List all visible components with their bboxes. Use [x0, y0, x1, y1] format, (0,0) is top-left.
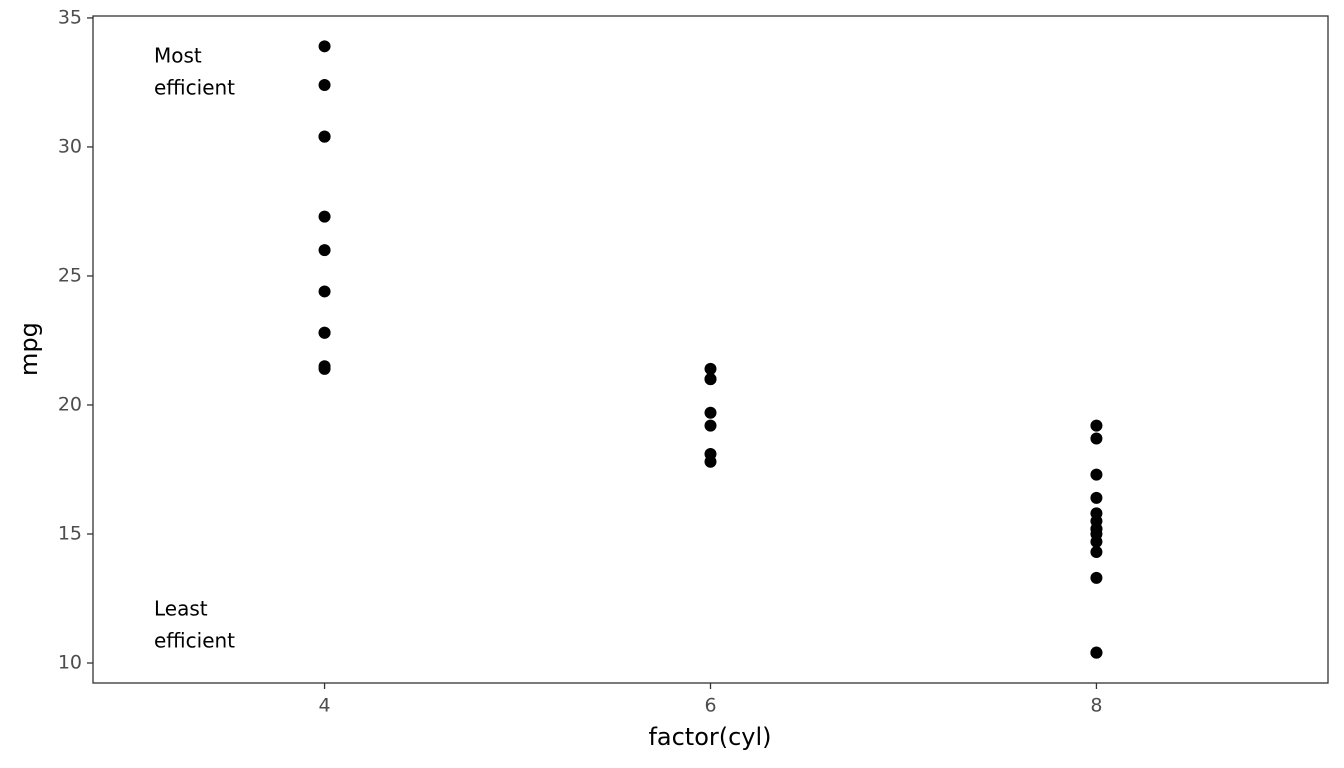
- point: [704, 455, 717, 468]
- point: [1090, 432, 1103, 445]
- point: [1090, 546, 1103, 559]
- point: [1090, 527, 1103, 540]
- point: [1090, 571, 1103, 584]
- x-tick-label: 8: [1090, 695, 1102, 717]
- point: [1090, 507, 1103, 520]
- point: [1090, 491, 1103, 504]
- point: [1090, 468, 1103, 481]
- x-axis-title: factor(cyl): [648, 723, 771, 751]
- point: [318, 40, 331, 53]
- annotation: Most: [154, 44, 202, 68]
- y-tick-label: 20: [58, 393, 82, 415]
- annotation: Least: [154, 597, 208, 621]
- point: [318, 79, 331, 92]
- y-tick-label: 30: [58, 135, 82, 157]
- annotation: efficient: [154, 629, 235, 653]
- y-tick-label: 35: [58, 6, 82, 28]
- x-tick-label: 4: [319, 695, 331, 717]
- point: [318, 244, 331, 257]
- point: [1090, 646, 1103, 659]
- point: [704, 373, 717, 386]
- point: [704, 419, 717, 432]
- point: [1090, 419, 1103, 432]
- point: [318, 362, 331, 375]
- point: [318, 130, 331, 143]
- x-tick-label: 6: [704, 695, 716, 717]
- y-tick-label: 15: [58, 522, 82, 544]
- point: [704, 406, 717, 419]
- point: [318, 285, 331, 298]
- point: [704, 362, 717, 375]
- point: [318, 326, 331, 339]
- y-tick-label: 25: [58, 264, 82, 286]
- y-tick-label: 10: [58, 652, 82, 674]
- y-axis-title: mpg: [15, 322, 43, 376]
- point: [318, 210, 331, 223]
- panel-border: [92, 15, 1329, 684]
- annotation: efficient: [154, 76, 235, 100]
